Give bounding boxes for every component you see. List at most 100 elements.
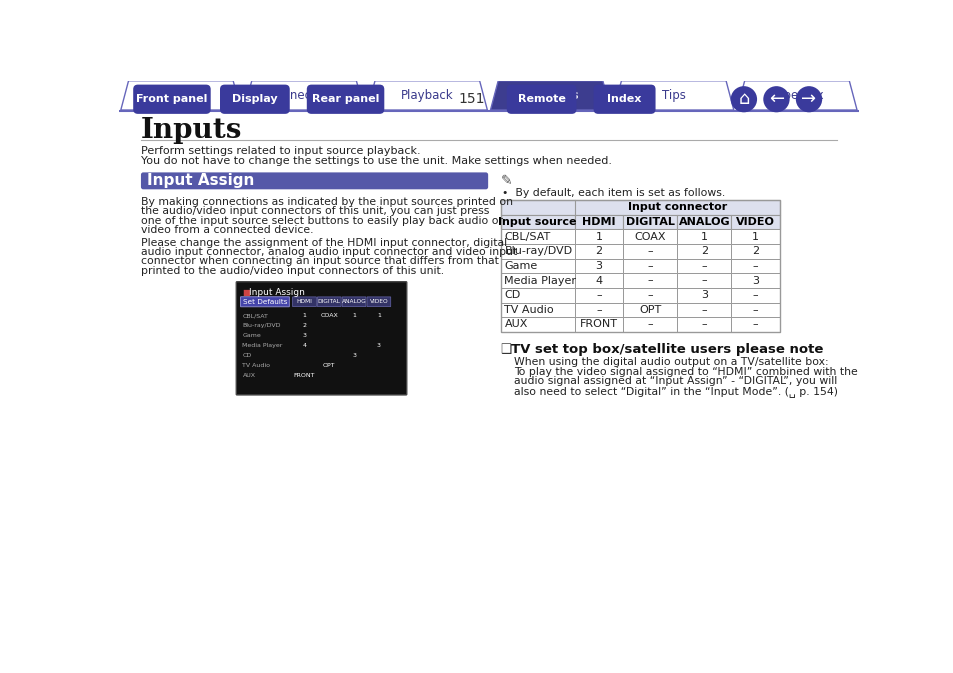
- Text: 3: 3: [595, 261, 602, 271]
- Bar: [731, 258, 779, 273]
- Text: Game: Game: [242, 333, 261, 338]
- Polygon shape: [121, 81, 241, 110]
- Text: CD: CD: [242, 353, 252, 358]
- Text: CBL/SAT: CBL/SAT: [504, 232, 550, 242]
- Text: 1: 1: [376, 313, 380, 318]
- Text: the audio/video input connectors of this unit, you can just press: the audio/video input connectors of this…: [141, 206, 489, 216]
- Text: DIGITAL: DIGITAL: [317, 299, 340, 304]
- Bar: [500, 317, 575, 332]
- Polygon shape: [367, 81, 487, 110]
- Circle shape: [795, 86, 821, 112]
- Text: Front panel: Front panel: [136, 94, 208, 104]
- Text: 1: 1: [352, 313, 355, 318]
- Text: FRONT: FRONT: [294, 373, 314, 378]
- Bar: [622, 317, 677, 332]
- Text: 1: 1: [302, 313, 306, 318]
- Text: Settings: Settings: [522, 89, 578, 102]
- Text: ANALOG: ANALOG: [341, 299, 366, 304]
- Text: –: –: [752, 261, 758, 271]
- Text: Perform settings related to input source playback.: Perform settings related to input source…: [141, 146, 420, 156]
- Text: –: –: [752, 320, 758, 330]
- Circle shape: [762, 86, 789, 112]
- Text: connector when connecting an input source that differs from that: connector when connecting an input sourc…: [141, 256, 498, 267]
- Bar: [500, 244, 575, 258]
- Bar: [575, 288, 622, 303]
- Text: 3: 3: [751, 275, 759, 285]
- Text: audio input connector, analog audio input connector and video input: audio input connector, analog audio inpu…: [141, 247, 517, 257]
- Text: audio signal assigned at “Input Assign” - “DIGITAL”, you will: audio signal assigned at “Input Assign” …: [514, 376, 837, 386]
- Text: ANALOG: ANALOG: [678, 217, 729, 227]
- Bar: [622, 229, 677, 244]
- Text: DIGITAL: DIGITAL: [625, 217, 674, 227]
- Text: –: –: [752, 290, 758, 300]
- Text: →: →: [801, 90, 816, 108]
- Bar: [731, 229, 779, 244]
- Text: Set Defaults: Set Defaults: [242, 299, 287, 305]
- Text: ✎: ✎: [500, 174, 512, 188]
- Text: 4: 4: [302, 343, 306, 348]
- Polygon shape: [736, 81, 856, 110]
- Text: COAX: COAX: [320, 313, 337, 318]
- Text: 2: 2: [302, 323, 306, 328]
- Bar: [500, 229, 575, 244]
- Text: also need to select “Digital” in the “Input Mode”. (␣ p. 154): also need to select “Digital” in the “In…: [514, 386, 838, 396]
- Text: TV set top box/satellite users please note: TV set top box/satellite users please no…: [511, 343, 822, 356]
- Text: –: –: [647, 275, 652, 285]
- FancyBboxPatch shape: [240, 297, 289, 307]
- Text: –: –: [700, 275, 706, 285]
- Text: Media Player: Media Player: [242, 343, 282, 348]
- Bar: [575, 258, 622, 273]
- Bar: [677, 215, 731, 229]
- FancyBboxPatch shape: [342, 297, 366, 307]
- Bar: [731, 288, 779, 303]
- Bar: [677, 317, 731, 332]
- Text: 3: 3: [376, 343, 380, 348]
- Text: 4: 4: [595, 275, 602, 285]
- FancyBboxPatch shape: [593, 85, 655, 114]
- Text: –: –: [596, 305, 601, 315]
- FancyBboxPatch shape: [220, 85, 290, 114]
- Text: Blu-ray/DVD: Blu-ray/DVD: [242, 323, 281, 328]
- Text: Tips: Tips: [661, 89, 685, 102]
- Bar: [500, 200, 779, 215]
- FancyBboxPatch shape: [236, 282, 406, 395]
- Text: ←: ←: [768, 90, 783, 108]
- Text: •  By default, each item is set as follows.: • By default, each item is set as follow…: [501, 188, 724, 198]
- Text: –: –: [700, 305, 706, 315]
- Bar: [500, 215, 575, 229]
- Bar: [677, 303, 731, 317]
- Text: –: –: [700, 261, 706, 271]
- FancyBboxPatch shape: [293, 297, 316, 307]
- Text: ❑: ❑: [500, 343, 511, 356]
- Text: When using the digital audio output on a TV/satellite box:: When using the digital audio output on a…: [514, 357, 828, 367]
- Bar: [500, 288, 575, 303]
- Text: AUX: AUX: [242, 373, 255, 378]
- Text: CBL/SAT: CBL/SAT: [242, 313, 268, 318]
- Polygon shape: [490, 81, 610, 110]
- Bar: [575, 317, 622, 332]
- Text: Input source: Input source: [498, 217, 577, 227]
- Text: 1: 1: [751, 232, 759, 242]
- Text: ⌂: ⌂: [738, 90, 749, 108]
- Text: By making connections as indicated by the input sources printed on: By making connections as indicated by th…: [141, 197, 513, 207]
- Bar: [731, 244, 779, 258]
- FancyBboxPatch shape: [367, 297, 391, 307]
- Text: TV Audio: TV Audio: [504, 305, 554, 315]
- Text: OPT: OPT: [323, 363, 335, 368]
- Text: 3: 3: [700, 290, 707, 300]
- Bar: [622, 303, 677, 317]
- Text: –: –: [700, 320, 706, 330]
- Text: Connections: Connections: [268, 89, 340, 102]
- Bar: [622, 258, 677, 273]
- Text: Remote: Remote: [517, 94, 565, 104]
- Text: You do not have to change the settings to use the unit. Make settings when neede: You do not have to change the settings t…: [141, 156, 611, 166]
- Text: –: –: [647, 290, 652, 300]
- FancyBboxPatch shape: [317, 297, 341, 307]
- Text: 151: 151: [458, 92, 485, 106]
- Text: Please change the assignment of the HDMI input connector, digital: Please change the assignment of the HDMI…: [141, 238, 507, 248]
- Text: Rear panel: Rear panel: [312, 94, 379, 104]
- Text: 1: 1: [700, 232, 707, 242]
- Text: Blu-ray/DVD: Blu-ray/DVD: [504, 246, 572, 256]
- Bar: [677, 244, 731, 258]
- Text: printed to the audio/video input connectors of this unit.: printed to the audio/video input connect…: [141, 266, 443, 275]
